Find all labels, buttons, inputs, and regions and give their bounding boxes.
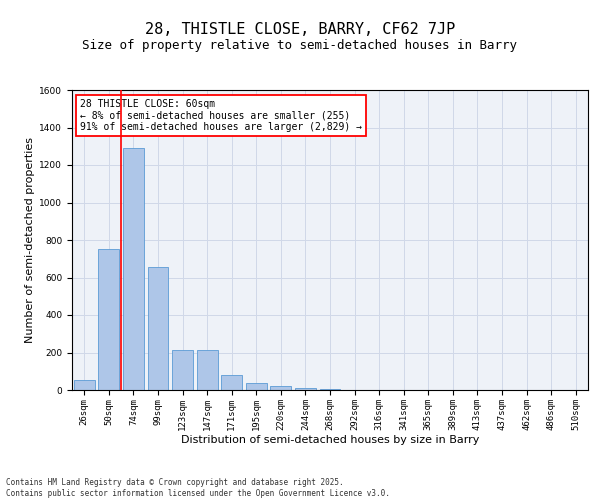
Bar [246,384,267,390]
Text: Contains HM Land Registry data © Crown copyright and database right 2025.
Contai: Contains HM Land Registry data © Crown c… [6,478,390,498]
Bar [221,375,242,390]
Bar [295,388,316,390]
Bar [74,380,95,390]
Bar [197,350,218,390]
Bar [98,250,119,390]
Text: Size of property relative to semi-detached houses in Barry: Size of property relative to semi-detach… [83,39,517,52]
Bar [148,267,169,390]
Bar [320,389,340,390]
Text: 28, THISTLE CLOSE, BARRY, CF62 7JP: 28, THISTLE CLOSE, BARRY, CF62 7JP [145,22,455,38]
Bar [271,386,292,390]
Text: 28 THISTLE CLOSE: 60sqm
← 8% of semi-detached houses are smaller (255)
91% of se: 28 THISTLE CLOSE: 60sqm ← 8% of semi-det… [80,99,362,132]
X-axis label: Distribution of semi-detached houses by size in Barry: Distribution of semi-detached houses by … [181,436,479,446]
Bar [172,350,193,390]
Y-axis label: Number of semi-detached properties: Number of semi-detached properties [25,137,35,343]
Bar [123,148,144,390]
